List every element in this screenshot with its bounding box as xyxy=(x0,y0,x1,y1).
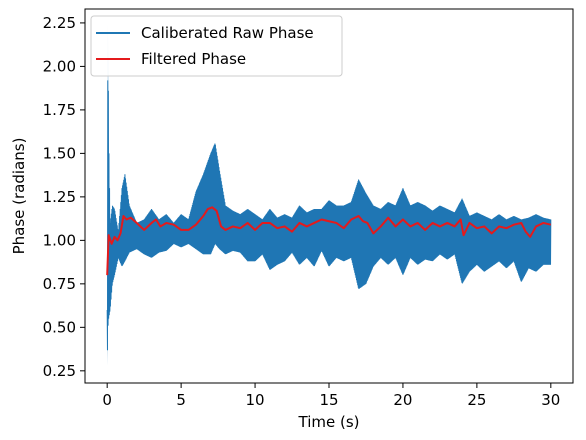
filtered-phase-line xyxy=(106,206,552,276)
legend-label-raw: Caliberated Raw Phase xyxy=(141,24,314,42)
y-tick-label: 1.00 xyxy=(43,231,76,249)
filtered-phase-series xyxy=(106,206,552,276)
y-tick-label: 2.00 xyxy=(43,57,76,75)
y-tick-label: 1.50 xyxy=(43,144,76,162)
y-axis: 0.25 0.50 0.75 1.00 1.25 1.50 1.75 2.00 2.25 xyxy=(43,14,85,380)
x-axis: 0 5 10 15 20 25 30 xyxy=(102,383,560,409)
y-tick-label: 2.25 xyxy=(43,14,76,32)
x-tick-label: 10 xyxy=(246,391,265,409)
x-tick-label: 0 xyxy=(102,391,112,409)
x-axis-label: Time (s) xyxy=(298,413,360,431)
y-tick-label: 1.75 xyxy=(43,101,76,119)
x-tick-label: 15 xyxy=(319,391,338,409)
y-tick-label: 0.50 xyxy=(43,318,76,336)
raw-phase-envelope xyxy=(107,22,551,366)
y-tick-label: 0.25 xyxy=(43,362,76,380)
legend: Caliberated Raw Phase Filtered Phase xyxy=(90,15,343,77)
legend-label-filtered: Filtered Phase xyxy=(141,50,246,68)
y-tick-label: 0.75 xyxy=(43,275,76,293)
x-tick-label: 20 xyxy=(393,391,412,409)
x-tick-label: 30 xyxy=(541,391,560,409)
legend-frame xyxy=(90,15,343,77)
x-tick-label: 5 xyxy=(176,391,186,409)
x-tick-label: 25 xyxy=(467,391,486,409)
raw-phase-series xyxy=(106,22,552,366)
y-axis-label: Phase (radians) xyxy=(10,138,28,255)
y-tick-label: 1.25 xyxy=(43,188,76,206)
